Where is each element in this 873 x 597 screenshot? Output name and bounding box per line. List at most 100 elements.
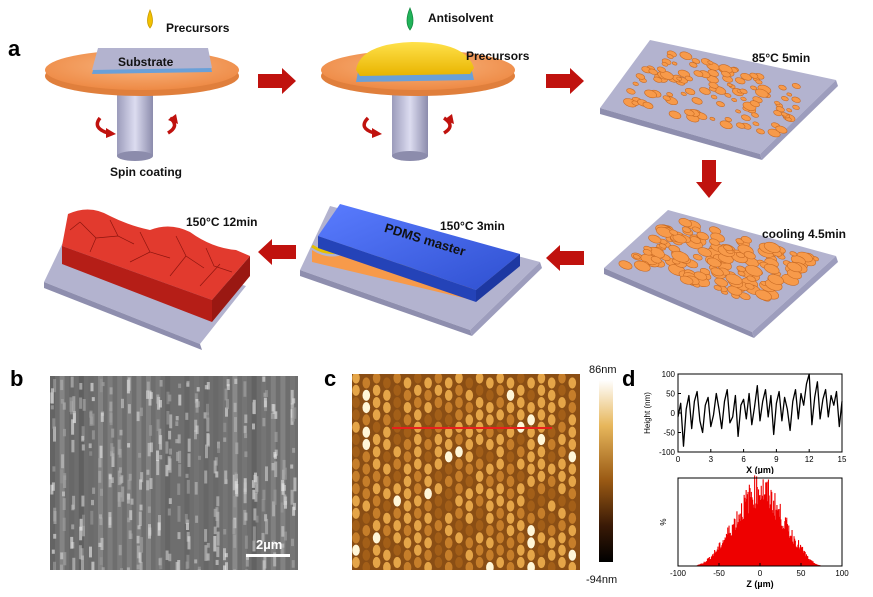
sem-ridge — [88, 376, 94, 570]
sem-grain — [117, 501, 121, 507]
afm-grain — [372, 544, 381, 556]
sem-ridge — [136, 376, 142, 570]
afm-grain — [414, 384, 422, 396]
hist-bar — [749, 488, 751, 566]
afm-grain — [506, 414, 515, 426]
pdms-top — [318, 204, 520, 290]
sem-grain — [178, 464, 182, 477]
afm-grain — [465, 549, 474, 561]
afm-grain — [547, 475, 556, 487]
hist-bar — [783, 529, 785, 566]
afm-grain — [444, 488, 453, 500]
afm-grain — [393, 483, 401, 495]
afm-grain — [465, 525, 474, 537]
afm-grain — [455, 556, 463, 569]
afm-grain — [517, 384, 525, 396]
sem-grain — [128, 473, 132, 481]
hist-bar — [811, 560, 813, 566]
hist-bar — [771, 510, 773, 566]
afm-grain — [547, 426, 556, 438]
afm-grain — [434, 520, 443, 532]
schematic-panel: Substrate Precursors Spin coating — [44, 6, 846, 350]
afm-grain — [424, 426, 432, 438]
sem-grain — [127, 443, 131, 448]
sem-image: 2µm — [50, 376, 298, 570]
grain-island — [642, 101, 654, 109]
grain-island — [684, 75, 693, 82]
afm-grain — [517, 433, 525, 446]
sem-grain — [72, 413, 76, 423]
afm-grain — [547, 463, 556, 475]
hist-bar — [741, 503, 743, 566]
hist-bar — [731, 535, 733, 566]
sem-grain — [100, 488, 103, 496]
sem-grain — [168, 458, 172, 473]
red-film-top — [62, 209, 250, 300]
grain-island — [648, 234, 662, 244]
sem-grain — [184, 513, 188, 524]
hist-bar — [748, 513, 750, 566]
hist-bar — [705, 561, 707, 566]
precursors-label: Precursors — [166, 21, 230, 35]
grain-island — [710, 267, 724, 277]
hist-bar — [788, 525, 790, 566]
sem-grain — [159, 380, 163, 387]
hist-bar — [792, 541, 794, 566]
sem-grain — [147, 442, 151, 457]
sem-grain — [205, 444, 208, 459]
hist-bar — [757, 504, 759, 566]
afm-grain — [352, 470, 360, 482]
afm-grain — [362, 414, 371, 426]
afm-grain — [352, 495, 360, 507]
hist-bar — [741, 516, 743, 566]
afm-grain — [517, 446, 525, 458]
afm-grain — [393, 495, 401, 507]
afm-grain — [414, 556, 422, 569]
afm-grain — [434, 544, 443, 556]
grain-island — [707, 60, 714, 65]
grain-island — [699, 87, 711, 95]
afm-grain — [362, 426, 371, 438]
afm-grain — [352, 374, 360, 384]
afm-grain — [537, 374, 546, 384]
sem-grain — [252, 402, 256, 414]
grain-island — [642, 249, 653, 256]
hist-bar — [717, 546, 719, 566]
sem-grain — [81, 444, 85, 451]
afm-grain — [424, 451, 432, 463]
afm-grain — [568, 451, 577, 463]
sem-grain — [79, 518, 83, 531]
substrate-islands-85c — [600, 40, 838, 160]
hist-bar — [780, 519, 782, 566]
sem-grain — [118, 544, 122, 556]
afm-grain — [393, 507, 401, 519]
hist-bar — [704, 562, 706, 566]
sem-grain — [264, 514, 268, 522]
sem-grain — [51, 549, 55, 554]
sem-grain — [91, 430, 95, 440]
afm-grain — [558, 470, 566, 482]
hist-bar — [767, 501, 769, 566]
hist-bar — [796, 547, 798, 566]
sem-ridge — [261, 376, 267, 570]
afm-grain — [455, 507, 463, 519]
afm-grain — [558, 544, 566, 556]
sem-grain — [206, 403, 209, 415]
sem-grain — [272, 501, 276, 517]
afm-grain — [486, 488, 494, 500]
sem-grain — [101, 567, 105, 570]
sem-grain — [194, 393, 198, 404]
afm-grain — [414, 507, 422, 519]
sem-grain — [262, 417, 266, 427]
sem-grain — [206, 417, 210, 432]
grain-island — [719, 120, 733, 130]
hist-bar — [735, 527, 737, 566]
afm-grain — [475, 446, 484, 458]
hist-bar — [701, 563, 703, 566]
sem-grain — [177, 483, 181, 495]
hist-bar — [755, 503, 757, 566]
x-tick-label: 0 — [676, 455, 681, 464]
hist-bar — [722, 543, 724, 566]
sem-grain — [60, 564, 63, 570]
sem-grain — [100, 537, 104, 550]
